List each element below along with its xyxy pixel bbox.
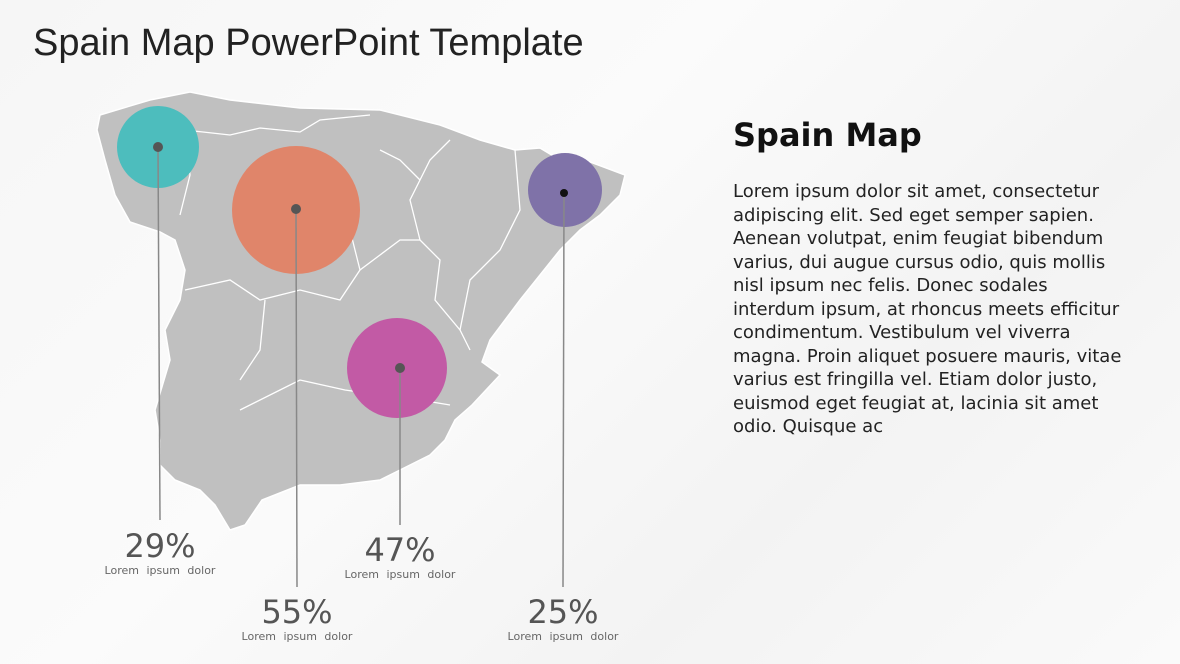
leader-line	[157, 146, 161, 521]
stat-value: 47%	[364, 531, 436, 569]
stat-label: Lorem ipsum dolor	[344, 568, 456, 581]
stat-cataluna: 25% Lorem ipsum dolor	[483, 594, 643, 643]
stat-label: Lorem ipsum dolor	[104, 564, 216, 577]
side-body-text: Lorem ipsum dolor sit amet, consectetur …	[733, 181, 1122, 437]
leader-line	[295, 208, 298, 588]
stat-value: 25%	[527, 593, 599, 631]
marker-castilla-la-mancha[interactable]	[347, 318, 447, 525]
stat-castilla-la-mancha: 47% Lorem ipsum dolor	[320, 532, 480, 581]
pin-dot	[153, 142, 163, 152]
stat-value: 55%	[261, 593, 333, 631]
marker-galicia[interactable]	[117, 106, 199, 521]
stat-castilla-leon: 55% Lorem ipsum dolor	[217, 594, 377, 643]
stat-value: 29%	[124, 527, 196, 565]
pin-dot	[560, 189, 568, 197]
stat-label: Lorem ipsum dolor	[241, 630, 353, 643]
marker-cataluna[interactable]	[528, 153, 602, 588]
leader-line	[562, 192, 565, 588]
marker-castilla-leon[interactable]	[232, 146, 360, 588]
slide-title: Spain Map PowerPoint Template	[33, 22, 584, 64]
stat-galicia: 29% Lorem ipsum dolor	[80, 528, 240, 577]
pin-dot	[291, 204, 301, 214]
pin-dot	[395, 363, 405, 373]
stat-label: Lorem ipsum dolor	[507, 630, 619, 643]
side-heading: Spain Map	[733, 116, 922, 154]
